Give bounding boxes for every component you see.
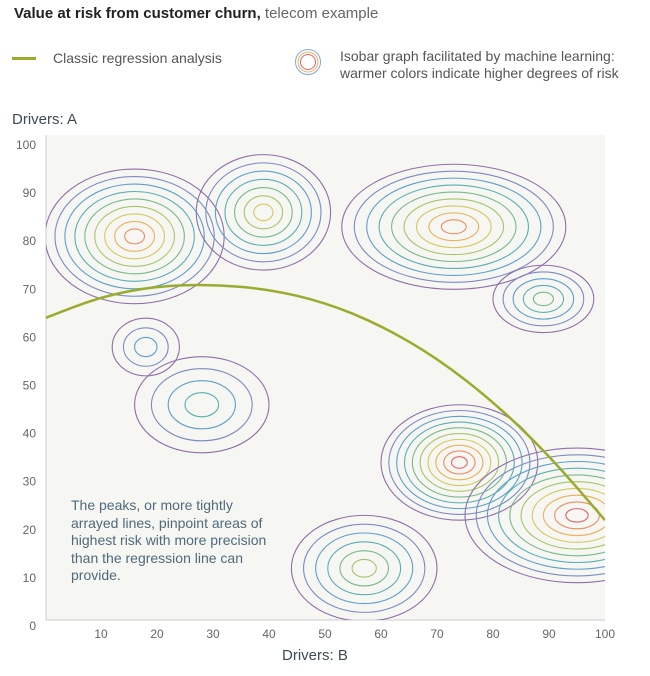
isobar-contour-peak5-level1 bbox=[464, 447, 605, 584]
y-tick-label: 50 bbox=[23, 379, 37, 393]
y-tick-label: 10 bbox=[23, 571, 37, 585]
isobar-contour-peak4-level7 bbox=[427, 438, 492, 487]
isobar-contour-peak8-level2 bbox=[502, 271, 585, 327]
isobar-contour-peak8-level3 bbox=[512, 278, 575, 320]
y-tick-label: 0 bbox=[29, 619, 36, 633]
isobar-contour-peak1-level5 bbox=[84, 198, 185, 275]
isobar-contour-peak4-level6 bbox=[419, 433, 500, 492]
isobar-contour-peak3-level2 bbox=[353, 170, 554, 283]
isobar-contour-peak1-level4 bbox=[74, 190, 195, 282]
isobar-contour-peak6-level4 bbox=[327, 541, 402, 596]
x-tick-label: 10 bbox=[94, 627, 108, 641]
isobar-contour-peak3-level5 bbox=[391, 191, 517, 263]
isobar-contour-peak1-level9 bbox=[124, 228, 146, 245]
isobar-contour-peak5-level6 bbox=[520, 481, 605, 550]
isobar-contour-peak3-level8 bbox=[428, 212, 480, 242]
isobar-contour-peak2-level7 bbox=[253, 203, 274, 222]
isobar-contour-peak9-level1 bbox=[111, 317, 180, 377]
isobar-contour-peak1-level7 bbox=[104, 213, 166, 260]
x-tick-label: 50 bbox=[318, 627, 332, 641]
y-tick-label: 40 bbox=[23, 427, 37, 441]
isobar-contour-peak1-level3 bbox=[64, 183, 205, 290]
isobar-contour-peak9-level2 bbox=[122, 327, 169, 367]
isobar-contour-peak1-level2 bbox=[54, 175, 215, 297]
x-axis-label: Drivers: B bbox=[282, 647, 348, 664]
legend-isobar: Isobar graph facilitated by machine lear… bbox=[290, 48, 630, 82]
y-tick-label: 80 bbox=[23, 234, 37, 248]
isobar-contour-peak6-level3 bbox=[315, 532, 414, 605]
isobar-contour-peak5-level5 bbox=[509, 474, 605, 557]
isobar-contour-peak6-level2 bbox=[302, 523, 426, 613]
x-tick-label: 90 bbox=[542, 627, 556, 641]
isobar-contour-peak6-level6 bbox=[351, 558, 377, 578]
x-tick-label: 100 bbox=[595, 627, 615, 641]
isobar-contour-peak4-level3 bbox=[396, 415, 523, 510]
isobar-contour-peak8-level5 bbox=[532, 291, 555, 307]
x-tick-label: 60 bbox=[374, 627, 388, 641]
isobar-contour-peak2-level4 bbox=[224, 178, 303, 246]
title-bold: Value at risk from customer churn, bbox=[14, 5, 261, 22]
regression-line bbox=[46, 283, 605, 521]
isobar-contour-peak4-level10 bbox=[451, 456, 468, 469]
isobar-contour-peak2-level1 bbox=[195, 154, 332, 271]
x-tick-label: 70 bbox=[430, 627, 444, 641]
isobar-contour-peak7-level4 bbox=[184, 392, 220, 418]
isobar-contour-peak3-level1 bbox=[341, 163, 567, 290]
isobar-contour-peak5-level10 bbox=[565, 508, 589, 523]
isobar-contour-peak5-level8 bbox=[542, 494, 605, 537]
isobar-contour-peak3-level7 bbox=[415, 205, 492, 249]
isobar-contour-peak6-level1 bbox=[290, 514, 438, 620]
y-tick-label: 100 bbox=[16, 138, 36, 152]
isobar-contour-peak4-level9 bbox=[443, 450, 476, 475]
legend-regression: Classic regression analysis bbox=[12, 50, 222, 66]
isobar-contour-peak5-level2 bbox=[475, 454, 605, 577]
isobar-contour-peak2-level2 bbox=[205, 162, 322, 263]
isobar-contour-peak4-level1 bbox=[380, 404, 539, 521]
isobar-contour-peak7-level3 bbox=[167, 380, 236, 430]
isobar-contour-peak3-level3 bbox=[366, 177, 542, 276]
chart-title: Value at risk from customer churn, telec… bbox=[14, 5, 378, 22]
isobar-contour-peak9-level3 bbox=[134, 336, 158, 358]
y-axis-label: Drivers: A bbox=[12, 111, 78, 128]
isobar-swatch-icon bbox=[295, 49, 321, 75]
isobar-contour-peak3-level9 bbox=[440, 219, 467, 235]
annotation-text: The peaks, or more tightly arrayed lines… bbox=[71, 497, 267, 583]
isobar-contour-peak4-level2 bbox=[388, 409, 531, 515]
y-tick-label: 20 bbox=[23, 523, 37, 537]
y-tick-label: 70 bbox=[23, 282, 37, 296]
isobar-contour-peak7-level1 bbox=[134, 356, 270, 454]
y-tick-label: 60 bbox=[23, 330, 37, 344]
legend-isobar-label: Isobar graph facilitated by machine lear… bbox=[340, 48, 619, 81]
y-tick-label: 30 bbox=[23, 475, 37, 489]
isobar-contour-peak5-level3 bbox=[486, 460, 605, 570]
x-tick-label: 30 bbox=[206, 627, 220, 641]
isobar-contour-peak2-level3 bbox=[214, 170, 312, 255]
plot-background bbox=[46, 135, 605, 620]
legend-regression-label: Classic regression analysis bbox=[53, 50, 222, 66]
isobar-contour-peak1-level8 bbox=[114, 220, 156, 252]
isobar-contour-peak6-level5 bbox=[339, 550, 390, 587]
x-tick-label: 80 bbox=[486, 627, 500, 641]
isobar-contour-peak4-level4 bbox=[403, 421, 515, 504]
y-tick-label: 90 bbox=[23, 186, 37, 200]
regression-line-swatch bbox=[12, 56, 36, 60]
title-subtitle: telecom example bbox=[264, 5, 379, 22]
x-tick-label: 20 bbox=[150, 627, 164, 641]
isobar-contour-peak2-level6 bbox=[243, 195, 284, 230]
isobar-contour-peak3-level6 bbox=[403, 198, 505, 256]
isobar-contour-peak3-level4 bbox=[378, 184, 530, 270]
isobar-contour-peak8-level1 bbox=[492, 264, 595, 334]
isobar-contour-peak2-level5 bbox=[234, 187, 293, 238]
isobar-contour-peak7-level2 bbox=[150, 368, 253, 442]
isobar-contour-peak8-level4 bbox=[522, 284, 565, 313]
isobar-contour-peak4-level8 bbox=[435, 444, 484, 481]
isobar-contour-peak1-level6 bbox=[94, 205, 175, 267]
isobar-contour-peak5-level4 bbox=[498, 467, 605, 564]
x-tick-label: 40 bbox=[262, 627, 276, 641]
